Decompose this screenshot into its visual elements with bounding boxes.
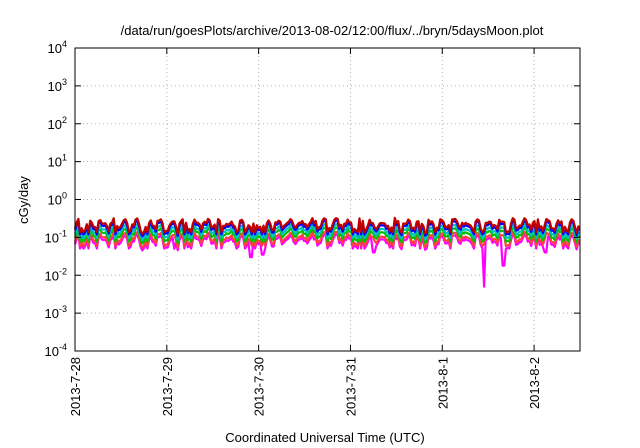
chart-title: /data/run/goesPlots/archive/2013-08-02/1… [121,23,544,38]
y-tick-label: 10-1 [45,228,67,245]
x-axis-label: Coordinated Universal Time (UTC) [225,430,424,445]
y-tick-label: 102 [48,115,67,132]
y-tick-label: 100 [48,191,67,208]
y-tick-label: 10-4 [45,342,67,359]
grid-lines [74,48,580,351]
series-line-0 [73,233,581,288]
y-tick-label: 10-2 [45,266,67,283]
x-tick-label: 2013-8-1 [435,357,450,409]
x-tick-label: 2013-7-29 [160,357,175,416]
x-tick-label: 2013-8-2 [527,357,542,409]
y-tick-label: 10-3 [45,304,67,321]
x-tick-label: 2013-7-31 [343,357,358,416]
series-lines [73,216,581,288]
y-tick-label: 101 [48,153,67,170]
series-line-2 [73,226,581,245]
x-tick-label: 2013-7-28 [68,357,83,416]
x-tick-label: 2013-7-30 [252,357,267,416]
y-axis-label: cGy/day [16,176,31,224]
axis-ticks: 10-4 10-3 10-2 10-1 100 101 102 103 104 2013-7-28… [45,39,580,416]
series-line-1 [73,230,581,249]
y-tick-label: 103 [48,77,67,94]
y-tick-label: 104 [48,39,67,56]
series-line-3 [73,222,581,242]
series-line-5 [73,216,581,236]
